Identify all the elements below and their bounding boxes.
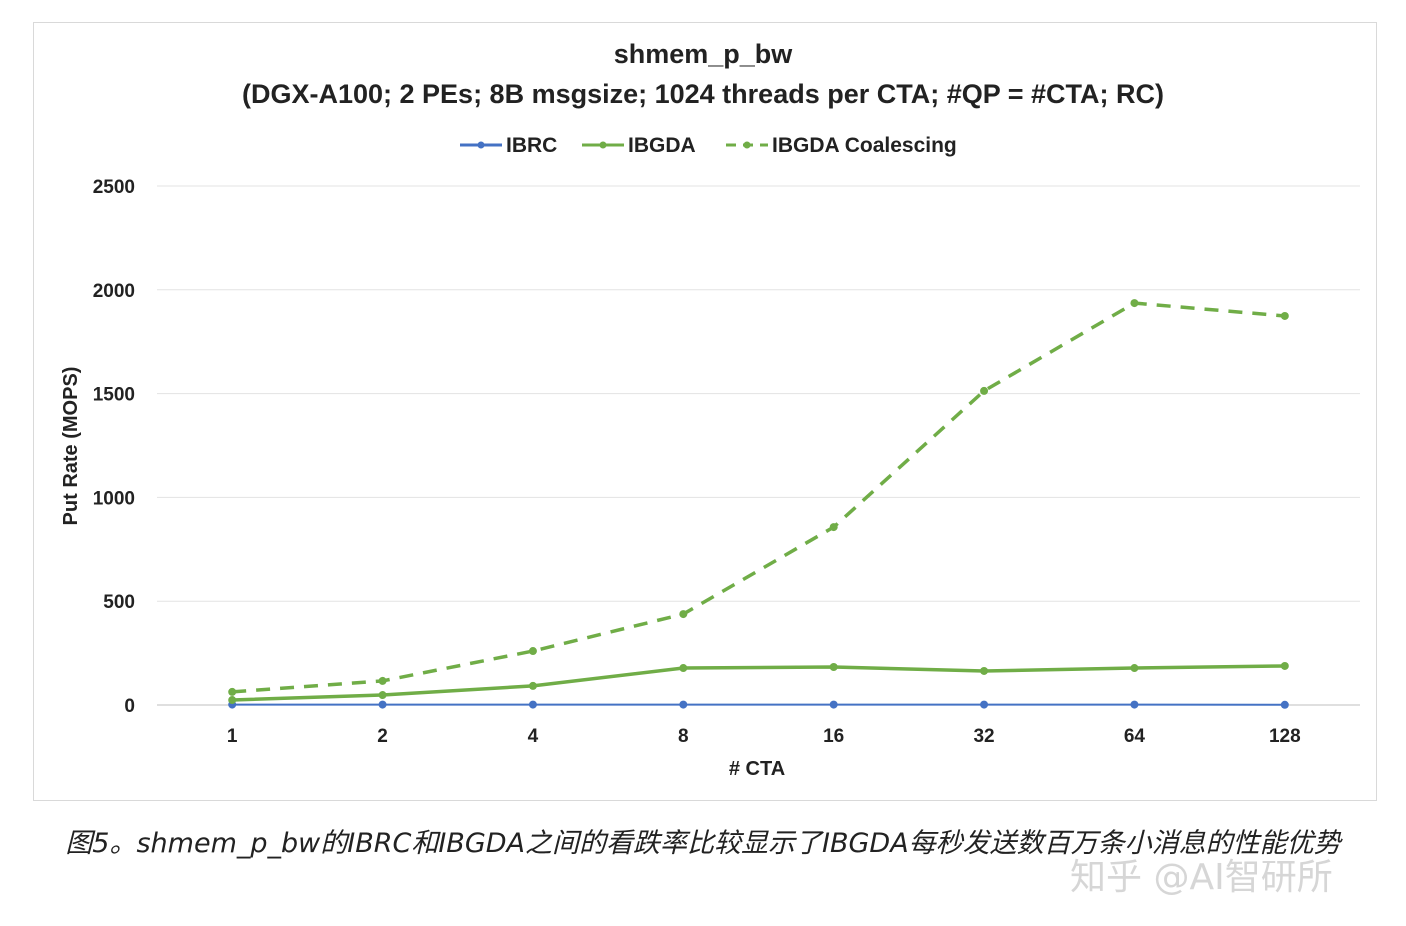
data-point [528,647,537,656]
data-point [1130,700,1139,709]
y-tick-label: 500 [103,592,135,613]
chart-frame [33,22,1377,801]
x-tick-label: 1 [227,726,238,747]
y-tick-label: 0 [124,696,135,717]
legend-marker-2 [743,141,751,149]
data-point [829,523,838,532]
legend-label-2: IBGDA Coalescing [772,134,957,157]
data-point [378,691,387,700]
watermark: 知乎 @AI智研所 [1070,857,1333,898]
data-point [228,687,237,696]
data-point [378,700,387,709]
legend-label-1: IBGDA [628,134,696,157]
y-tick-label: 1000 [93,488,135,509]
x-tick-label: 8 [678,726,689,747]
x-tick-label: 2 [377,726,388,747]
data-point [980,700,989,709]
data-point [528,700,537,709]
y-tick-label: 2000 [93,281,135,302]
line-chart: shmem_p_bw (DGX-A100; 2 PEs; 8B msgsize; … [60,39,1360,780]
data-point [1280,661,1289,670]
data-point [679,664,688,673]
data-point [980,386,989,395]
data-point [528,681,537,690]
y-tick-label: 2500 [93,177,135,198]
x-tick-label: 16 [823,726,844,747]
x-tick-label: 64 [1124,726,1146,747]
legend-marker-1 [599,141,607,149]
x-tick-label: 32 [973,726,994,747]
data-point [679,700,688,709]
legend-label-0: IBRC [506,134,557,157]
data-point [1280,700,1289,709]
data-point [1130,299,1139,308]
x-tick-label: 4 [528,726,539,747]
data-point [228,696,237,705]
data-point [1130,664,1139,673]
figure-caption: 图5。shmem_p_bw的IBRC和IBGDA之间的看跌率比较显示了IBGDA… [65,828,1341,859]
data-point [378,676,387,685]
data-point [980,666,989,675]
data-point [829,700,838,709]
data-point [829,663,838,672]
data-point [679,610,688,619]
x-tick-label: 128 [1269,726,1301,747]
y-tick-label: 1500 [93,385,135,406]
chart-subtitle: (DGX-A100; 2 PEs; 8B msgsize; 1024 threa… [242,79,1164,109]
data-point [1280,311,1289,320]
chart-title: shmem_p_bw [614,39,794,69]
x-axis-label: # CTA [729,758,785,780]
series-line-1 [232,664,1285,702]
legend-marker-0 [477,141,485,149]
y-axis-label: Put Rate (MOPS) [60,367,82,526]
series-line-2 [232,301,1285,694]
